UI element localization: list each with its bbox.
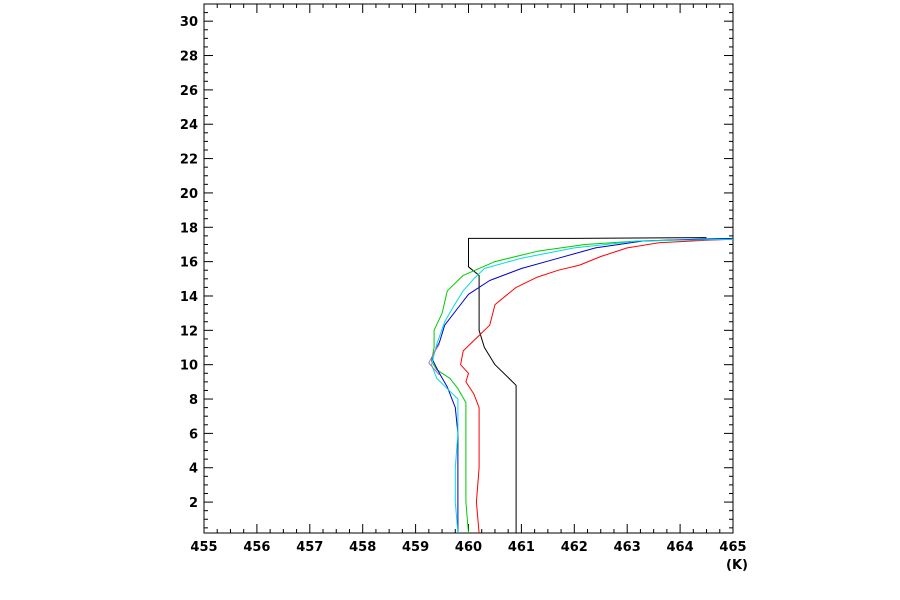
- y-tick-label: 14: [180, 290, 198, 305]
- x-tick-label: 461: [508, 540, 535, 555]
- y-tick-label: 6: [189, 427, 198, 442]
- y-tick-label: 28: [180, 50, 198, 65]
- y-tick-label: 18: [180, 221, 198, 236]
- y-tick-label: 26: [180, 84, 198, 99]
- x-tick-label: 458: [349, 540, 376, 555]
- x-tick-label: 459: [402, 540, 429, 555]
- y-tick-label: 10: [180, 359, 198, 374]
- series-line-3: [431, 238, 733, 534]
- x-tick-label: 460: [455, 540, 482, 555]
- series-line-6: [428, 343, 440, 376]
- y-tick-label: 22: [180, 153, 198, 168]
- x-tick-label: 457: [296, 540, 323, 555]
- y-tick-label: 4: [189, 462, 198, 477]
- x-tick-label: 464: [667, 540, 694, 555]
- plot-frame: [203, 3, 734, 534]
- x-axis: 455 456 457 458 459 460 461 462 463 464 465: [190, 4, 747, 555]
- y-tick-label: 12: [180, 324, 198, 339]
- x-tick-label: 456: [243, 540, 270, 555]
- y-tick-label: 20: [180, 187, 198, 202]
- series-line-5: [431, 238, 734, 534]
- series-line-1: [468, 237, 707, 533]
- x-tick-label: 462: [561, 540, 588, 555]
- x-axis-unit-label: (K): [726, 558, 748, 573]
- series-line-2: [460, 238, 734, 534]
- y-tick-label: 16: [180, 256, 198, 271]
- y-tick-label: 24: [180, 118, 198, 133]
- series-line-4: [431, 237, 734, 533]
- y-tick-label: 30: [180, 15, 198, 30]
- x-tick-label: 463: [614, 540, 641, 555]
- series-layer: [428, 237, 734, 534]
- y-tick-label: 2: [189, 496, 198, 511]
- x-tick-label: 455: [190, 540, 217, 555]
- y-tick-label: 8: [189, 393, 198, 408]
- x-tick-label: 465: [719, 540, 746, 555]
